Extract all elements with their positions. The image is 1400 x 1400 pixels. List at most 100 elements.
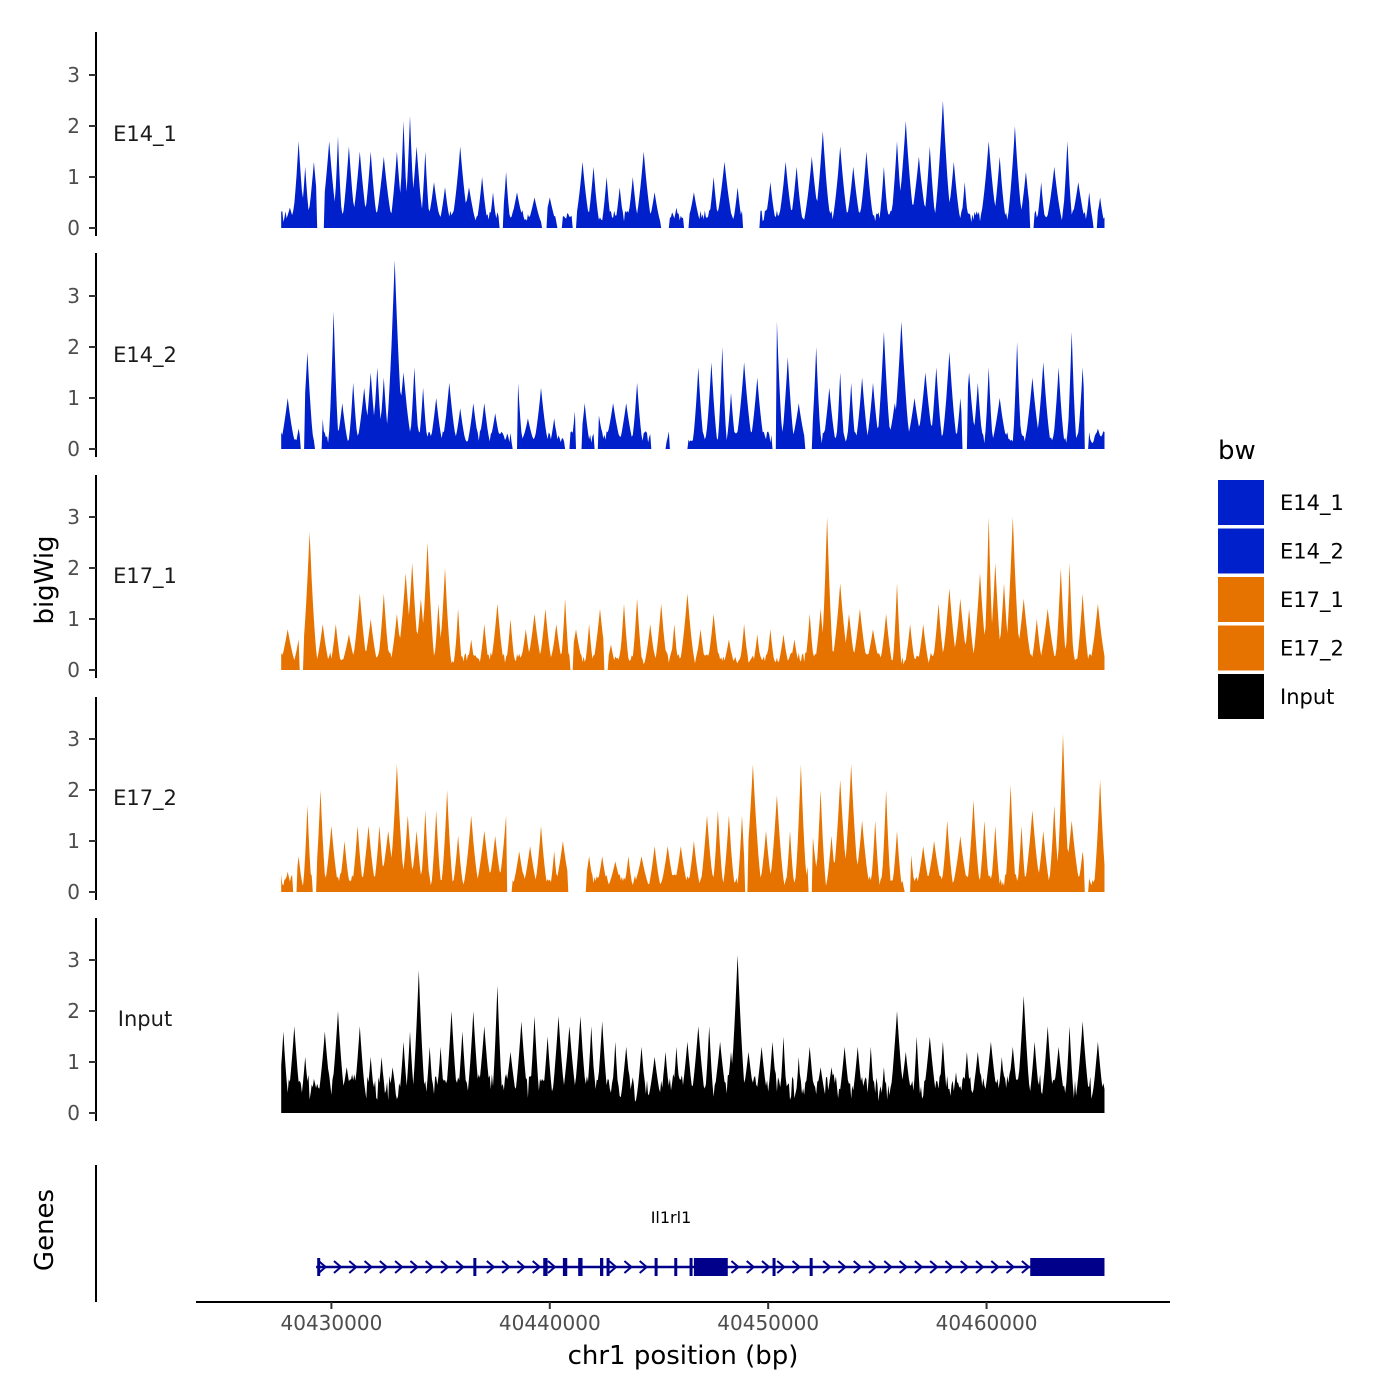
genes-panel: Genes Il1rl1 [30, 1165, 1105, 1302]
strand-arrow [409, 1260, 419, 1274]
y-tick-label: 0 [67, 658, 80, 682]
x-axis-title: chr1 position (bp) [568, 1341, 799, 1371]
track-label: Input [118, 1007, 172, 1031]
legend-label: E14_1 [1280, 491, 1344, 516]
gene-name-label: Il1rl1 [651, 1208, 692, 1227]
coverage-area-e17-2 [281, 733, 1105, 892]
strand-arrow [975, 1260, 985, 1274]
exon [674, 1258, 678, 1276]
strand-arrow [639, 1260, 649, 1274]
y-tick-label: 3 [67, 63, 80, 87]
strand-arrow [990, 1260, 1000, 1274]
strand-arrow [394, 1260, 404, 1274]
strand-arrow [761, 1260, 771, 1274]
x-tick-label: 40430000 [281, 1311, 383, 1335]
strand-arrow [532, 1260, 542, 1274]
strand-arrow [516, 1260, 526, 1274]
y-tick-label: 0 [67, 1101, 80, 1125]
exon [1030, 1258, 1105, 1276]
legend-swatch-e14-2 [1218, 528, 1264, 574]
track-label: E14_1 [113, 122, 177, 147]
y-tick-label: 2 [67, 556, 80, 580]
y-tick-label: 2 [67, 114, 80, 138]
strand-arrow [776, 1260, 786, 1274]
strand-arrow [822, 1260, 832, 1274]
y-tick-label: 1 [67, 829, 80, 853]
y-tick-label: 0 [67, 437, 80, 461]
exon [543, 1258, 548, 1276]
coverage-area-input [281, 954, 1105, 1113]
coverage-area-e14-1 [281, 100, 1105, 228]
y-tick-label: 1 [67, 607, 80, 631]
legend-swatch-e17-2 [1218, 625, 1264, 671]
strand-arrow [868, 1260, 878, 1274]
exon [689, 1258, 693, 1276]
track-e14-1: 0 1 2 3 E14_1 [67, 32, 1105, 240]
strand-arrow [363, 1260, 374, 1274]
strand-arrow [837, 1260, 847, 1274]
strand-arrow [623, 1260, 633, 1274]
strand-arrow [348, 1260, 358, 1274]
x-tick-label: 40440000 [499, 1311, 601, 1335]
coverage-area-e17-1 [281, 517, 1105, 670]
strand-arrow [455, 1260, 465, 1274]
legend-label: E17_1 [1280, 588, 1344, 613]
strand-arrow [960, 1260, 970, 1274]
exon [317, 1258, 321, 1276]
exon [809, 1258, 813, 1276]
strand-arrow [425, 1260, 435, 1274]
strand-arrow [1005, 1260, 1016, 1274]
legend: bw E14_1 E14_2 E17_1 E17_2 Input [1218, 436, 1344, 719]
exon [772, 1258, 776, 1276]
x-axis: 40430000 40440000 40450000 40460000 chr1 po… [196, 1301, 1170, 1371]
exon [600, 1258, 604, 1276]
legend-swatch-input [1218, 674, 1264, 719]
track-e17-1: 0 1 2 3 E17_1 [67, 475, 1105, 682]
strand-arrow [318, 1260, 328, 1274]
exon [578, 1258, 583, 1276]
track-e14-2: 0 1 2 3 E14_2 [67, 253, 1105, 461]
strand-arrow [914, 1260, 924, 1274]
strand-arrow [929, 1260, 939, 1274]
strand-arrow [501, 1260, 511, 1274]
genes-axis-title: Genes [30, 1189, 60, 1271]
y-tick-label: 3 [67, 284, 80, 308]
strand-arrow [898, 1260, 909, 1274]
y-tick-label: 2 [67, 999, 80, 1023]
y-tick-label: 1 [67, 165, 80, 189]
exon [693, 1258, 728, 1276]
x-tick-label: 40450000 [717, 1311, 819, 1335]
exon [562, 1258, 568, 1276]
legend-swatch-e14-1 [1218, 480, 1264, 525]
y-tick-label: 1 [67, 386, 80, 410]
exon [606, 1258, 610, 1276]
x-tick-label: 40460000 [936, 1311, 1038, 1335]
strand-arrow [730, 1260, 740, 1274]
track-input: 0 1 2 3 Input [67, 918, 1105, 1125]
legend-title: bw [1218, 436, 1256, 466]
y-tick-label: 2 [67, 778, 80, 802]
y-tick-label: 3 [67, 727, 80, 751]
strand-arrow [608, 1260, 618, 1274]
strand-arrow [440, 1260, 450, 1274]
strand-arrow [486, 1260, 496, 1274]
strand-arrow [746, 1260, 756, 1274]
strand-arrow [1021, 1260, 1031, 1274]
gene-model [316, 1258, 1105, 1276]
y-tick-label: 2 [67, 335, 80, 359]
y-tick-label: 0 [67, 880, 80, 904]
coverage-area-e14-2 [281, 260, 1105, 449]
strand-arrow [547, 1260, 557, 1274]
legend-swatch-e17-1 [1218, 577, 1264, 622]
y-tick-label: 3 [67, 948, 80, 972]
legend-label: E14_2 [1280, 540, 1344, 565]
exon [654, 1258, 658, 1276]
track-e17-2: 0 1 2 3 E17_2 [67, 697, 1105, 904]
y-tick-label: 3 [67, 505, 80, 529]
track-label: E14_2 [113, 343, 177, 368]
strand-arrow [883, 1260, 893, 1274]
strand-arrow [791, 1260, 802, 1274]
tracks-group: 0 1 2 3 E14_1 0 1 2 3 E14_2 0 1 2 3 E17_1 0 1 2 3 E17_2 0 1 2 3… [67, 32, 1105, 1125]
exon [473, 1258, 477, 1276]
